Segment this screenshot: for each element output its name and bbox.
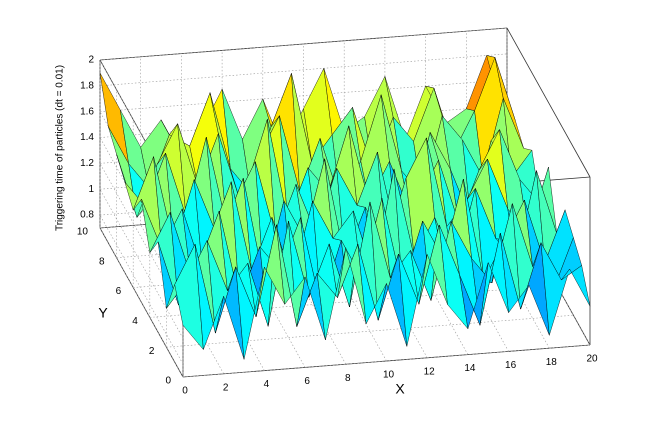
labels: 0 2 4 6 8 10 12 14 16 18 20 0 2 4 6 8 10 0.8 1 1.2 1.4 1.6 1.8… bbox=[77, 55, 598, 397]
grid-line bbox=[166, 314, 574, 348]
grid-line bbox=[182, 344, 591, 378]
x-axis-label: X bbox=[395, 381, 405, 397]
y-tick-label: 10 bbox=[77, 227, 89, 238]
z-tick-label: 0.8 bbox=[80, 210, 94, 221]
surface-face bbox=[561, 265, 591, 307]
x-tick-label: 6 bbox=[304, 376, 310, 387]
y-tick-label: 0 bbox=[165, 376, 171, 387]
y-tick-label: 2 bbox=[149, 346, 155, 357]
y-axis-label: Y bbox=[98, 305, 108, 321]
z-tick-label: 1.8 bbox=[80, 80, 94, 91]
x-tick-label: 2 bbox=[223, 382, 229, 393]
grid-line bbox=[99, 189, 184, 339]
x-tick-label: 12 bbox=[424, 366, 436, 377]
grid-line bbox=[149, 285, 557, 318]
x-tick-label: 8 bbox=[345, 373, 351, 384]
x-tick-label: 18 bbox=[546, 357, 558, 368]
surface bbox=[99, 55, 591, 360]
x-tick-label: 16 bbox=[505, 360, 517, 371]
z-axis-label: Triggering time of particles (dt = 0.01) bbox=[55, 65, 66, 231]
box-edge bbox=[506, 27, 591, 178]
y-tick-label: 8 bbox=[99, 256, 105, 267]
z-tick-label: 1 bbox=[88, 184, 94, 195]
y-tick-label: 4 bbox=[132, 316, 138, 327]
grid-line bbox=[99, 214, 184, 365]
grid-line bbox=[99, 227, 184, 378]
x-tick-label: 14 bbox=[464, 363, 476, 374]
z-tick-label: 1.4 bbox=[80, 132, 94, 143]
x-tick-label: 4 bbox=[264, 379, 270, 390]
z-tick-label: 2 bbox=[88, 55, 94, 66]
grid-line bbox=[99, 27, 508, 61]
z-tick-label: 1.2 bbox=[80, 158, 94, 169]
x-tick-label: 0 bbox=[182, 386, 188, 397]
y-tick-label: 6 bbox=[116, 286, 122, 297]
x-tick-label: 20 bbox=[586, 354, 598, 365]
z-tick-label: 1.6 bbox=[80, 106, 94, 117]
x-tick-label: 10 bbox=[383, 370, 395, 381]
grid-line bbox=[99, 53, 508, 87]
grid-line bbox=[99, 79, 508, 112]
